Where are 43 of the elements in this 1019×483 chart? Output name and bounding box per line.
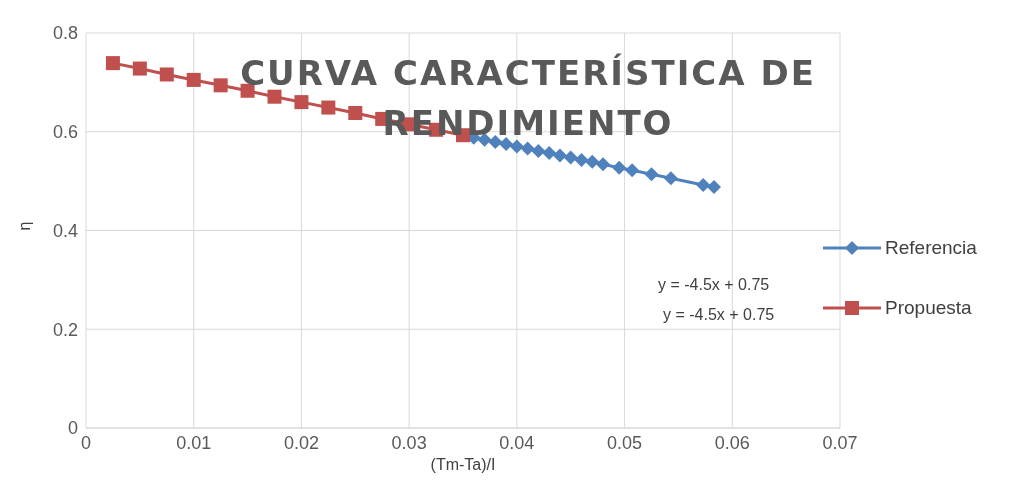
point <box>348 105 363 120</box>
point <box>696 178 711 193</box>
point <box>552 148 567 163</box>
y-axis-title: η <box>15 221 33 231</box>
annotation: y = -4.5x + 0.75 <box>658 276 770 294</box>
point <box>132 61 147 76</box>
point <box>531 144 546 159</box>
y-tick-label: 0 <box>67 418 78 439</box>
point <box>663 171 678 186</box>
point <box>159 67 174 82</box>
point <box>105 56 120 71</box>
x-tick-label: 0.03 <box>391 432 427 453</box>
legend-label: Propuesta <box>885 297 972 319</box>
point <box>509 139 524 154</box>
x-tick-label: 0.07 <box>822 432 858 453</box>
point <box>596 157 611 172</box>
y-tick-label: 0.8 <box>52 23 78 44</box>
x-tick-label: 0.04 <box>499 432 535 453</box>
y-tick-label: 0.2 <box>52 319 78 340</box>
x-tick-label: 0.05 <box>607 432 643 453</box>
legend-label: Referencia <box>885 237 977 259</box>
point <box>625 163 640 178</box>
point <box>213 78 228 93</box>
point <box>574 152 589 167</box>
point <box>520 141 535 156</box>
point <box>321 100 336 115</box>
point <box>267 89 282 104</box>
x-tick-label: 0.01 <box>176 432 212 453</box>
x-tick-label: 0 <box>80 432 92 453</box>
x-tick-label: 0.02 <box>283 432 319 453</box>
y-tick-label: 0.6 <box>52 122 78 143</box>
x-tick-label: 0.06 <box>714 432 750 453</box>
point <box>563 150 578 165</box>
point <box>294 95 309 110</box>
point <box>585 154 600 169</box>
annotation: y = -4.5x + 0.75 <box>663 306 775 324</box>
y-tick-label: 0.4 <box>52 220 78 241</box>
point <box>644 167 659 182</box>
point <box>706 180 721 195</box>
x-axis-title: (Tm-Ta)/I <box>430 456 496 473</box>
point <box>186 72 201 87</box>
point <box>612 160 627 175</box>
point <box>542 145 557 160</box>
